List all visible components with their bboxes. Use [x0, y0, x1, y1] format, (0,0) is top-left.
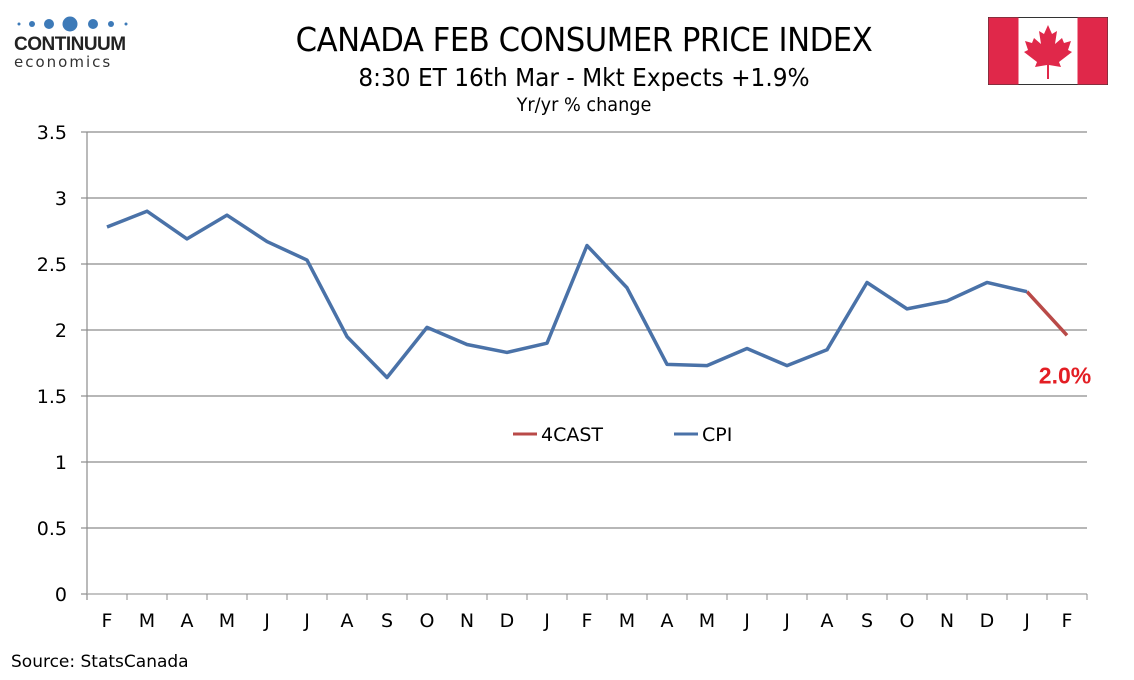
logo-subtitle: economics: [14, 53, 113, 71]
x-tick-label: N: [940, 610, 954, 632]
gridlines: [87, 131, 1087, 529]
x-tick-label: J: [743, 610, 750, 632]
y-tick-label: 2: [55, 320, 67, 342]
series-line-4cast: [1025, 290, 1069, 337]
x-tick-label: M: [699, 610, 715, 632]
y-tick-label: 2.5: [37, 254, 67, 276]
y-tick-label: 0.5: [37, 518, 67, 540]
x-tick-label: F: [582, 610, 593, 632]
source-note: Source: StatsCanada: [11, 652, 189, 672]
x-tick-label: D: [980, 610, 995, 632]
x-tick-label: D: [500, 610, 515, 632]
series-line-cpi: [106, 209, 1028, 380]
logo-dots-graphic: [17, 16, 128, 32]
y-tick-label: 1.5: [37, 386, 67, 408]
forecast-data-label: 2.0%: [1039, 362, 1091, 388]
y-tick-label: 1: [55, 452, 67, 474]
x-tick-label: A: [181, 610, 194, 632]
y-tick-label: 0: [55, 584, 67, 606]
x-tick-label: S: [381, 610, 393, 632]
x-tick-label: S: [861, 610, 873, 632]
legend-label-4cast: 4CAST: [541, 424, 603, 446]
x-tick-label: J: [543, 610, 550, 632]
legend: 4CAST CPI: [513, 424, 732, 446]
y-tick-label: 3.5: [37, 122, 67, 144]
logo-dots-icon: [14, 14, 134, 34]
chart-subtitle: 8:30 ET 16th Mar - Mkt Expects +1.9%: [358, 63, 810, 92]
y-tick-label: 3: [55, 188, 67, 210]
x-tick-label: A: [661, 610, 674, 632]
x-tick-label: F: [102, 610, 113, 632]
x-tick-label: J: [1023, 610, 1030, 632]
chart-unit-label: Yr/yr % change: [516, 94, 652, 116]
x-tick-label: F: [1062, 610, 1073, 632]
annotations: 2.0%: [1039, 362, 1091, 388]
continuum-logo: CONTINUUM economics: [14, 14, 134, 70]
x-tick-label: J: [263, 610, 270, 632]
x-tick-label: O: [900, 610, 915, 632]
x-tick-label: J: [783, 610, 790, 632]
x-tick-label: M: [619, 610, 635, 632]
logo-name: CONTINUUM: [14, 34, 126, 55]
y-tick-labels: 0 0.5 1 1.5 2 2.5 3 3.5: [37, 122, 67, 606]
legend-label-cpi: CPI: [702, 424, 732, 446]
x-tick-label: J: [303, 610, 310, 632]
x-tick-label: M: [139, 610, 155, 632]
x-tick-label: N: [460, 610, 474, 632]
x-tick-label: A: [821, 610, 834, 632]
series-lines: [106, 209, 1069, 380]
canada-flag-icon: [988, 17, 1108, 85]
x-tick-label: M: [219, 610, 235, 632]
axes: [81, 131, 1088, 600]
chart-title: CANADA FEB CONSUMER PRICE INDEX: [295, 20, 873, 59]
x-tick-label: O: [420, 610, 435, 632]
x-tick-label: A: [341, 610, 354, 632]
